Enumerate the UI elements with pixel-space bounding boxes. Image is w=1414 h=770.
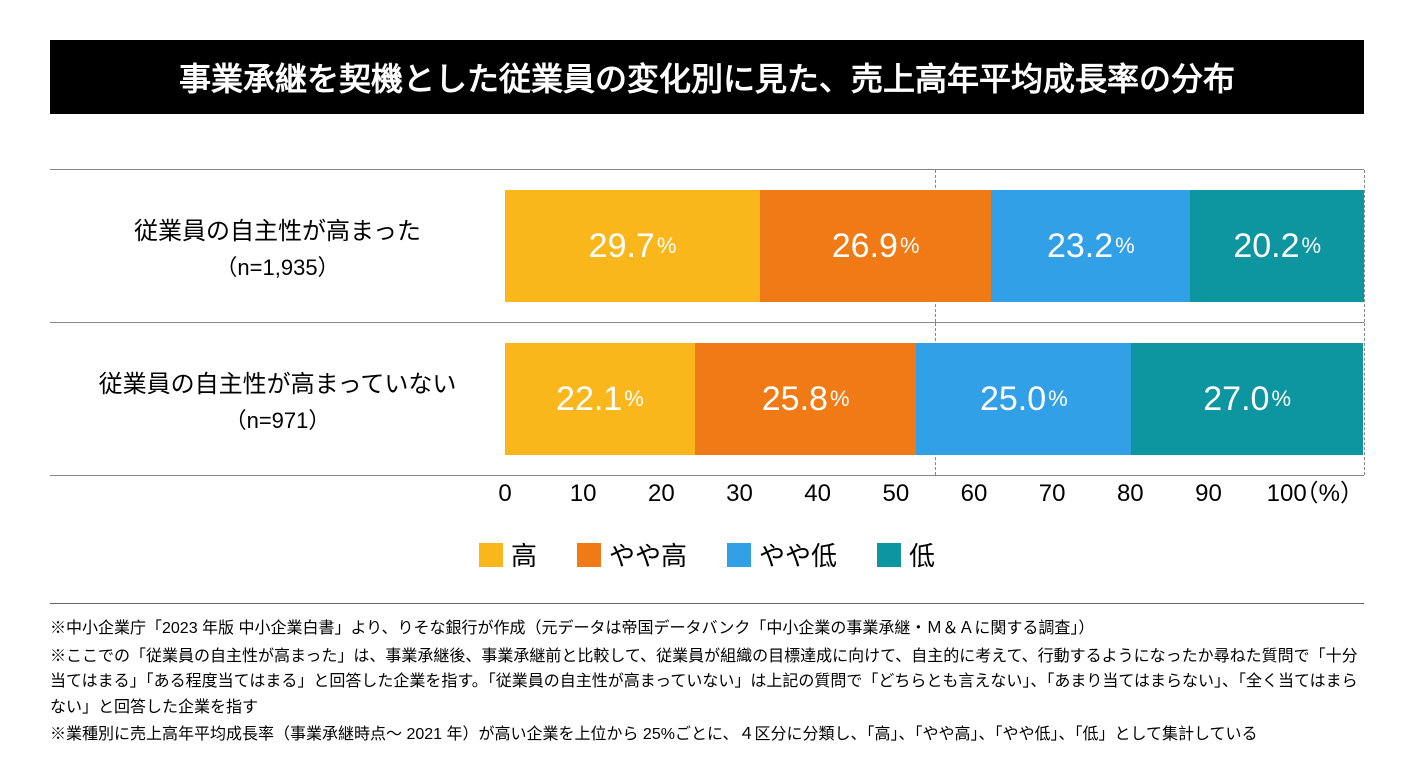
row-label-sub: （n=971）: [225, 403, 331, 435]
segment-unit: %: [657, 233, 677, 259]
segment-value: 26.9: [832, 227, 898, 266]
segment-value: 23.2: [1047, 227, 1113, 266]
segment-value: 25.8: [762, 380, 828, 419]
bar-segment: 26.9%: [760, 190, 991, 302]
axis-tick: 50: [882, 480, 909, 508]
bar-segment: 25.0%: [916, 343, 1131, 455]
segment-unit: %: [624, 386, 644, 412]
axis-tick: 90: [1195, 480, 1222, 508]
bar-segment: 22.1%: [505, 343, 695, 455]
segment-value: 20.2: [1233, 227, 1299, 266]
row-label-main: 従業員の自主性が高まった: [134, 211, 421, 246]
segment-value: 25.0: [980, 380, 1046, 419]
legend-swatch: [577, 543, 601, 567]
segment-value: 29.7: [589, 227, 655, 266]
bar-segment: 25.8%: [695, 343, 917, 455]
axis-tick: 60: [961, 480, 988, 508]
footnote: ※中小企業庁「2023 年版 中小企業白書」より、りそな銀行が作成（元データは帝…: [50, 616, 1364, 642]
axis-tick: 0: [498, 480, 511, 508]
segment-unit: %: [1048, 386, 1068, 412]
row-label: 従業員の自主性が高まった （n=1,935）: [50, 170, 505, 322]
legend-item: 低: [877, 536, 935, 573]
axis-tick: 10: [570, 480, 597, 508]
segment-unit: %: [1302, 233, 1322, 259]
legend-item: やや高: [577, 536, 687, 573]
stacked-bar: 22.1%25.8%25.0%27.0%: [505, 343, 1364, 455]
segment-unit: %: [1115, 233, 1135, 259]
legend-label: 低: [909, 536, 935, 573]
legend-swatch: [727, 543, 751, 567]
segment-unit: %: [1271, 386, 1291, 412]
bar-wrap: 22.1%25.8%25.0%27.0%: [505, 323, 1364, 475]
bar-segment: 27.0%: [1131, 343, 1363, 455]
axis-tick: 30: [726, 480, 753, 508]
row-label: 従業員の自主性が高まっていない （n=971）: [50, 323, 505, 475]
axis-tick: 100: [1267, 480, 1307, 508]
axis-tick: 40: [804, 480, 831, 508]
segment-unit: %: [900, 233, 920, 259]
footnote: ※業種別に売上高年平均成長率（事業承継時点～ 2021 年）が高い企業を上位から…: [50, 722, 1364, 748]
segment-value: 27.0: [1203, 380, 1269, 419]
legend-swatch: [877, 543, 901, 567]
axis-tick: 20: [648, 480, 675, 508]
bar-segment: 23.2%: [991, 190, 1190, 302]
bar-segment: 20.2%: [1190, 190, 1364, 302]
legend-label: やや低: [759, 536, 837, 573]
bar-wrap: 29.7%26.9%23.2%20.2%: [505, 170, 1364, 322]
legend-item: 高: [479, 536, 537, 573]
chart-title: 事業承継を契機とした従業員の変化別に見た、売上高年平均成長率の分布: [50, 40, 1364, 114]
legend-label: 高: [511, 536, 537, 573]
legend-swatch: [479, 543, 503, 567]
gridline: [1364, 170, 1365, 322]
gridline: [1364, 323, 1365, 475]
legend-item: やや低: [727, 536, 837, 573]
legend: 高 やや高 やや低 低: [50, 536, 1364, 573]
chart-row: 従業員の自主性が高まった（n=1,935）29.7%26.9%23.2%20.2…: [50, 170, 1364, 323]
segment-unit: %: [830, 386, 850, 412]
footnotes: ※中小企業庁「2023 年版 中小企業白書」より、りそな銀行が作成（元データは帝…: [50, 603, 1364, 748]
footnote: ※ここでの「従業員の自主性が高まった」は、事業承継後、事業承継前と比較して、従業…: [50, 644, 1364, 721]
bar-segment: 29.7%: [505, 190, 760, 302]
chart-area: 従業員の自主性が高まった（n=1,935）29.7%26.9%23.2%20.2…: [50, 169, 1364, 511]
chart-row: 従業員の自主性が高まっていない（n=971）22.1%25.8%25.0%27.…: [50, 323, 1364, 476]
x-axis: 0102030405060708090100 （%）: [50, 476, 1364, 511]
legend-label: やや高: [609, 536, 687, 573]
axis-tick: 80: [1117, 480, 1144, 508]
stacked-bar: 29.7%26.9%23.2%20.2%: [505, 190, 1364, 302]
row-label-sub: （n=1,935）: [215, 250, 339, 282]
axis-tick: 70: [1039, 480, 1066, 508]
segment-value: 22.1: [556, 380, 622, 419]
row-label-main: 従業員の自主性が高まっていない: [99, 364, 457, 399]
